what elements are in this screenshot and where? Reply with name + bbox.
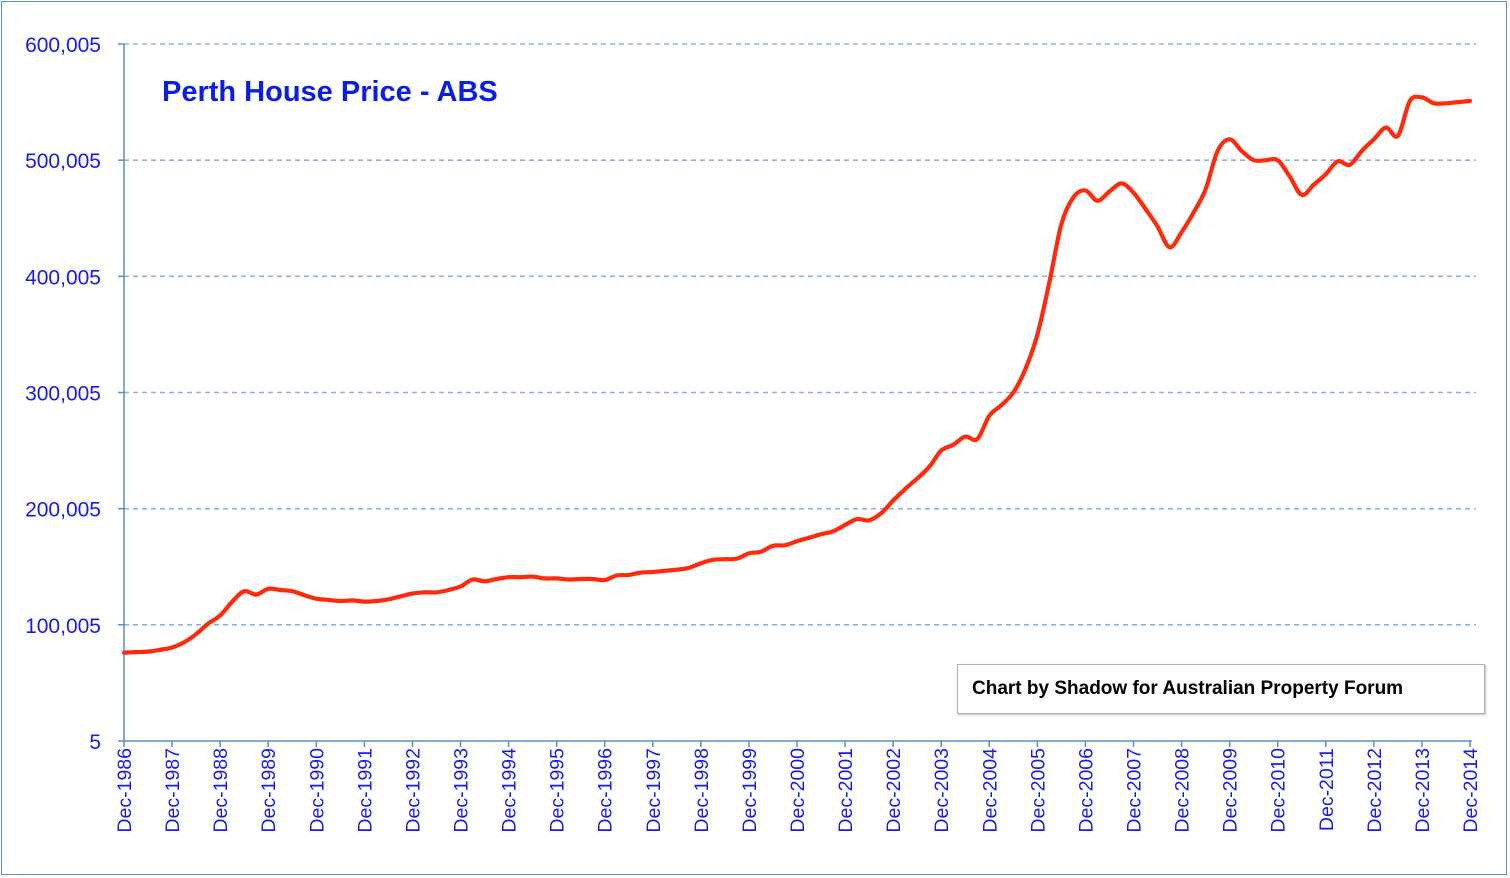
x-tick-label: Dec-2013	[1412, 748, 1434, 833]
x-tick-label: Dec-2004	[979, 748, 1001, 833]
x-tick-label: Dec-2010	[1268, 748, 1290, 833]
x-tick-label: Dec-2007	[1124, 748, 1146, 833]
y-tick-label: 500,005	[25, 150, 101, 173]
series-line-perth-house-price	[121, 94, 1473, 655]
x-tick-label: Dec-2008	[1172, 748, 1194, 833]
x-tick-label: Dec-1998	[691, 748, 713, 833]
y-tick-label: 600,005	[25, 34, 101, 57]
x-tick-labels: Dec-1986 Dec-1987 Dec-1988 Dec-1989 Dec-1990…	[114, 748, 1482, 833]
x-tick-label: Dec-2003	[931, 748, 953, 833]
x-tick-label: Dec-2005	[1027, 748, 1049, 833]
x-tick-label: Dec-1991	[354, 748, 376, 833]
x-tick-label: Dec-1997	[643, 748, 665, 833]
x-tick-label: Dec-2012	[1364, 748, 1386, 833]
y-tick-label: 400,005	[25, 266, 101, 289]
x-tick-label: Dec-1993	[451, 748, 473, 833]
y-tick-label: 200,005	[25, 499, 101, 522]
x-tick-label: Dec-1988	[210, 748, 232, 833]
credit-annotation-box: Chart by Shadow for Australian Property …	[957, 664, 1485, 714]
x-tick-label: Dec-1990	[306, 748, 328, 833]
y-tick-label: 5	[89, 731, 101, 754]
grid-lines	[124, 43, 1476, 626]
x-tick-label: Dec-2000	[787, 748, 809, 833]
series-layer	[121, 94, 1473, 655]
y-tick-label: 100,005	[25, 615, 101, 638]
x-tick-label: Dec-1995	[547, 748, 569, 833]
x-tick-label: Dec-2001	[835, 748, 857, 833]
y-tick-labels: 5 100,005 200,005 300,005 400,005 500,005 600,…	[25, 34, 101, 754]
x-tick-label: Dec-2009	[1220, 748, 1242, 833]
x-tick-label: Dec-1987	[162, 748, 184, 833]
x-tick-label: Dec-1989	[258, 748, 280, 833]
x-tick-label: Dec-1994	[499, 748, 521, 833]
x-tick-label: Dec-2011	[1316, 748, 1338, 831]
chart-title: Perth House Price - ABS	[162, 76, 498, 108]
x-tick-label: Dec-1999	[739, 748, 761, 833]
x-tick-label: Dec-1996	[595, 748, 617, 833]
credit-annotation-text: Chart by Shadow for Australian Property …	[972, 678, 1404, 699]
x-tick-label: Dec-2002	[883, 748, 905, 833]
x-tick-label: Dec-1992	[402, 748, 424, 833]
x-tick-label: Dec-2006	[1075, 748, 1097, 833]
axes	[118, 43, 1472, 747]
x-tick-label: Dec-1986	[114, 748, 136, 833]
x-tick-label: Dec-2014	[1460, 748, 1482, 833]
y-tick-label: 300,005	[25, 383, 101, 406]
